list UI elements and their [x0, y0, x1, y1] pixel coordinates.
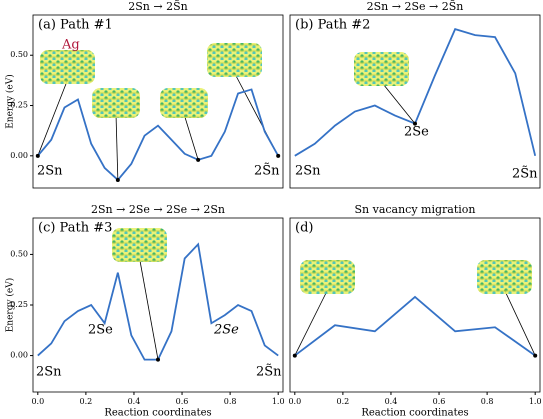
x-tick-label: 0.6	[433, 397, 446, 406]
point-marker	[413, 121, 417, 126]
panel-label: (a) Path #1	[38, 18, 113, 33]
point-marker	[156, 357, 160, 362]
x-tick-label: 0.6	[176, 397, 189, 406]
panel-title: 2Sn → 2Se → 2S̃n	[367, 0, 464, 13]
structure-inset	[354, 52, 409, 86]
y-axis-label: Energy (eV)	[5, 74, 16, 129]
energy-line	[294, 295, 536, 357]
pointer-line	[504, 289, 536, 356]
structure-inset	[40, 50, 95, 84]
x-tick-label: 0.8	[224, 397, 237, 406]
annotation: 2S̃n	[256, 363, 282, 379]
x-tick-label: 0.4	[128, 397, 141, 406]
panel-title: 2Sn → 2Se → 2Se → 2Sn	[91, 203, 225, 216]
axes-frame	[289, 14, 541, 189]
annotation: 2Sn	[36, 365, 62, 380]
annotation: 2Sn	[295, 164, 321, 179]
point-marker	[533, 353, 538, 358]
axes-frame	[289, 217, 541, 393]
y-tick-label: 0.00	[10, 351, 28, 360]
y-tick-label: 0.00	[10, 151, 28, 160]
structure-inset	[207, 43, 262, 77]
panel-label: (b) Path #2	[295, 18, 370, 33]
x-tick-label: 0.0	[31, 397, 44, 406]
annotation: 2S̃n	[254, 162, 280, 178]
panel-label: (c) Path #3	[38, 221, 112, 236]
structure-inset	[477, 260, 532, 294]
x-tick-label: 0.0	[288, 397, 301, 406]
x-axis-label: Reaction coordinates	[104, 408, 211, 419]
point-marker	[292, 353, 297, 358]
pointer-line	[183, 113, 199, 160]
y-tick-label: 0.25	[10, 101, 28, 110]
annotation: 2S̃n	[512, 165, 538, 181]
point-marker	[35, 153, 40, 158]
structure-inset	[160, 88, 208, 118]
y-tick-label: 0.25	[10, 300, 28, 309]
pointer-line	[37, 79, 68, 156]
structure-inset	[92, 88, 140, 118]
structure-inset	[112, 228, 167, 262]
point-marker	[276, 153, 281, 158]
pointer-line	[381, 81, 416, 124]
annotation: Ag	[61, 38, 80, 53]
x-tick-label: 0.8	[481, 397, 494, 406]
y-tick-label: 0.50	[10, 249, 28, 258]
annotation: 2Se	[404, 125, 429, 140]
axes-frame	[32, 14, 284, 189]
x-tick-label: 0.4	[385, 397, 398, 406]
structure-inset	[300, 260, 355, 294]
point-marker	[196, 157, 201, 162]
point-marker	[115, 177, 120, 182]
panel-title: Sn vacancy migration	[354, 203, 475, 216]
x-tick-label: 0.2	[337, 397, 350, 406]
energy-line	[37, 88, 279, 182]
pointer-line	[115, 113, 119, 180]
x-axis-label: Reaction coordinates	[361, 408, 468, 419]
pointer-line	[294, 289, 328, 356]
y-axis-label: Energy (eV)	[5, 278, 16, 333]
pointer-line	[139, 257, 159, 360]
x-tick-label: 1.0	[529, 397, 542, 406]
panel-title: 2Sn → 2S̃n	[128, 0, 187, 13]
x-tick-label: 1.0	[272, 397, 285, 406]
annotation: 2Se	[88, 323, 113, 338]
y-tick-label: 0.50	[10, 50, 28, 59]
panel-label: (d)	[295, 221, 313, 236]
annotation: 2Se	[213, 323, 239, 338]
x-tick-label: 0.2	[80, 397, 93, 406]
annotation: 2Sn	[37, 164, 63, 179]
